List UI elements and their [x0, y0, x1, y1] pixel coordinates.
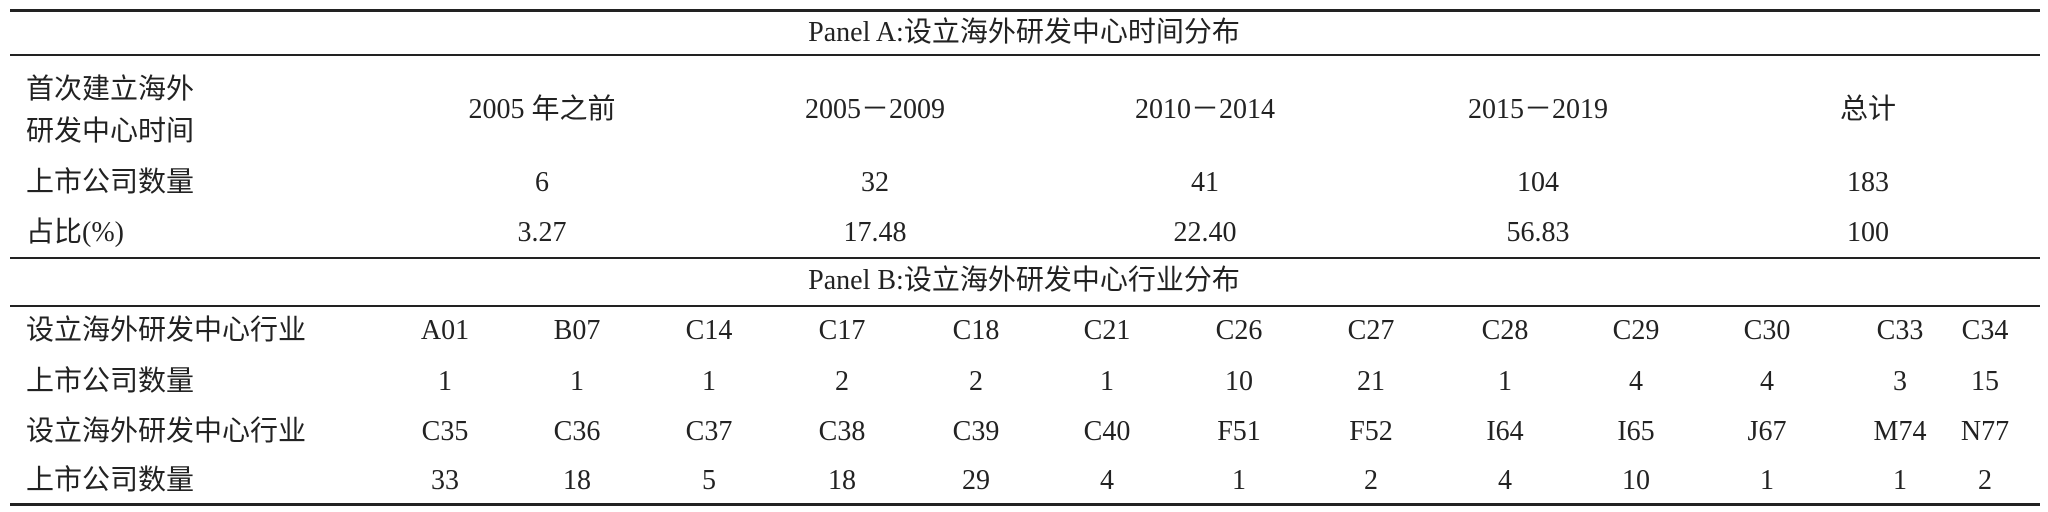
- cell: B07: [553, 315, 601, 346]
- cell: J67: [1747, 416, 1787, 447]
- cell: 17.48: [843, 217, 907, 248]
- cell: 100: [1847, 217, 1889, 248]
- cell: 1: [1760, 465, 1774, 496]
- cell: C17: [818, 315, 866, 346]
- cell: 4: [1498, 465, 1512, 496]
- panel-title: Panel A:设立海外研发中心时间分布: [808, 17, 1240, 48]
- cell: 33: [431, 465, 459, 496]
- cell: C35: [421, 416, 469, 447]
- cell: 22.40: [1173, 217, 1237, 248]
- cell: C18: [952, 315, 1000, 346]
- cell: 18: [563, 465, 591, 496]
- row-label: 占比(%): [26, 217, 124, 248]
- cell: 3.27: [517, 217, 567, 248]
- cell: C29: [1612, 315, 1660, 346]
- cell: 18: [828, 465, 856, 496]
- rule: [10, 257, 2040, 259]
- cell: 1: [1893, 465, 1907, 496]
- column-header: 2010－2014: [1134, 94, 1276, 125]
- cell: 4: [1100, 465, 1114, 496]
- cell: F52: [1349, 416, 1393, 447]
- cell: 4: [1760, 366, 1774, 397]
- cell: 3: [1893, 366, 1907, 397]
- panel-title: Panel B:设立海外研发中心行业分布: [808, 265, 1240, 296]
- cell: C39: [952, 416, 1000, 447]
- cell: C33: [1876, 315, 1924, 346]
- cell: 56.83: [1506, 217, 1570, 248]
- cell: 1: [570, 366, 584, 397]
- cell: 21: [1357, 366, 1385, 397]
- column-header: 2005 年之前: [468, 94, 616, 125]
- cell: 6: [535, 167, 549, 198]
- cell: C21: [1083, 315, 1131, 346]
- cell: C37: [685, 416, 733, 447]
- rule: [10, 54, 2040, 56]
- row-label: 首次建立海外: [26, 74, 195, 105]
- cell: C34: [1961, 315, 2009, 346]
- cell: 10: [1622, 465, 1650, 496]
- cell: C28: [1481, 315, 1529, 346]
- cell: 2: [969, 366, 983, 397]
- cell: 10: [1225, 366, 1253, 397]
- row-label: 设立海外研发中心行业: [26, 315, 307, 346]
- cell: 41: [1191, 167, 1219, 198]
- cell: 1: [1100, 366, 1114, 397]
- cell: C14: [685, 315, 733, 346]
- column-header: 2015－2019: [1467, 94, 1609, 125]
- cell: C27: [1347, 315, 1395, 346]
- top-rule: [10, 9, 2040, 12]
- cell: 1: [1498, 366, 1512, 397]
- cell: I64: [1486, 416, 1524, 447]
- cell: 5: [702, 465, 716, 496]
- cell: 2: [1978, 465, 1992, 496]
- row-label: 研发中心时间: [26, 116, 195, 147]
- cell: 1: [702, 366, 716, 397]
- cell: N77: [1960, 416, 2010, 447]
- cell: 2: [1364, 465, 1378, 496]
- cell: C36: [553, 416, 601, 447]
- cell: 29: [962, 465, 990, 496]
- cell: M74: [1873, 416, 1927, 447]
- cell: C26: [1215, 315, 1263, 346]
- row-label: 上市公司数量: [26, 465, 195, 496]
- cell: 1: [438, 366, 452, 397]
- cell: 1: [1232, 465, 1246, 496]
- column-header: 总计: [1839, 94, 1897, 125]
- column-header: 2005－2009: [804, 94, 946, 125]
- cell: C40: [1083, 416, 1131, 447]
- row-label: 上市公司数量: [26, 167, 195, 198]
- cell: 104: [1517, 167, 1559, 198]
- cell: 183: [1847, 167, 1889, 198]
- row-label: 上市公司数量: [26, 366, 195, 397]
- cell: C30: [1743, 315, 1791, 346]
- cell: C38: [818, 416, 866, 447]
- rule: [10, 305, 2040, 307]
- row-label: 设立海外研发中心行业: [26, 416, 307, 447]
- cell: A01: [420, 315, 470, 346]
- cell: 2: [835, 366, 849, 397]
- cell: I65: [1617, 416, 1655, 447]
- cell: 4: [1629, 366, 1643, 397]
- cell: 15: [1971, 366, 1999, 397]
- bottom-rule: [10, 503, 2040, 506]
- cell: F51: [1217, 416, 1261, 447]
- cell: 32: [861, 167, 889, 198]
